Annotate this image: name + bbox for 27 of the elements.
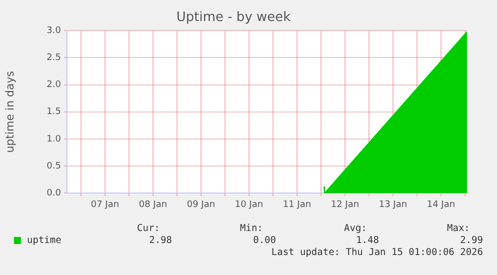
text: 2.98	[149, 235, 172, 246]
x-tick-label: 07 Jan	[90, 200, 120, 210]
y-tick-label: 1.0	[46, 134, 62, 144]
x-tick-label: 08 Jan	[138, 200, 168, 210]
y-tick-label: 0.0	[46, 188, 62, 199]
text: 0.00	[253, 235, 276, 246]
text: 1.48	[356, 235, 379, 246]
text: Cur:	[137, 223, 160, 234]
text: Max:	[447, 223, 470, 234]
x-tick-label: 11 Jan	[282, 200, 312, 210]
y-tick-label: 0.5	[46, 161, 61, 172]
x-tick-label: 13 Jan	[378, 200, 408, 210]
y-tick-label: 2.5	[46, 53, 61, 64]
x-tick-label: 12 Jan	[330, 200, 360, 210]
y-tick-label: 3.0	[46, 26, 62, 36]
y-tick-label: 2.0	[46, 80, 62, 90]
x-tick-label: 14 Jan	[426, 200, 456, 210]
text: 2.99	[460, 235, 483, 246]
y-tick-label: 1.5	[46, 107, 61, 118]
chart-title: Uptime - by week	[176, 10, 292, 26]
text: Last update: Thu Jan 15 01:00:06 2026	[271, 247, 483, 258]
y-axis-title: uptime in days	[3, 70, 16, 153]
text: Min:	[240, 223, 263, 234]
x-tick-label: 09 Jan	[186, 200, 216, 210]
text: Avg:	[344, 223, 367, 234]
x-tick-label: 10 Jan	[234, 200, 264, 210]
legend-label: uptime	[27, 235, 62, 246]
